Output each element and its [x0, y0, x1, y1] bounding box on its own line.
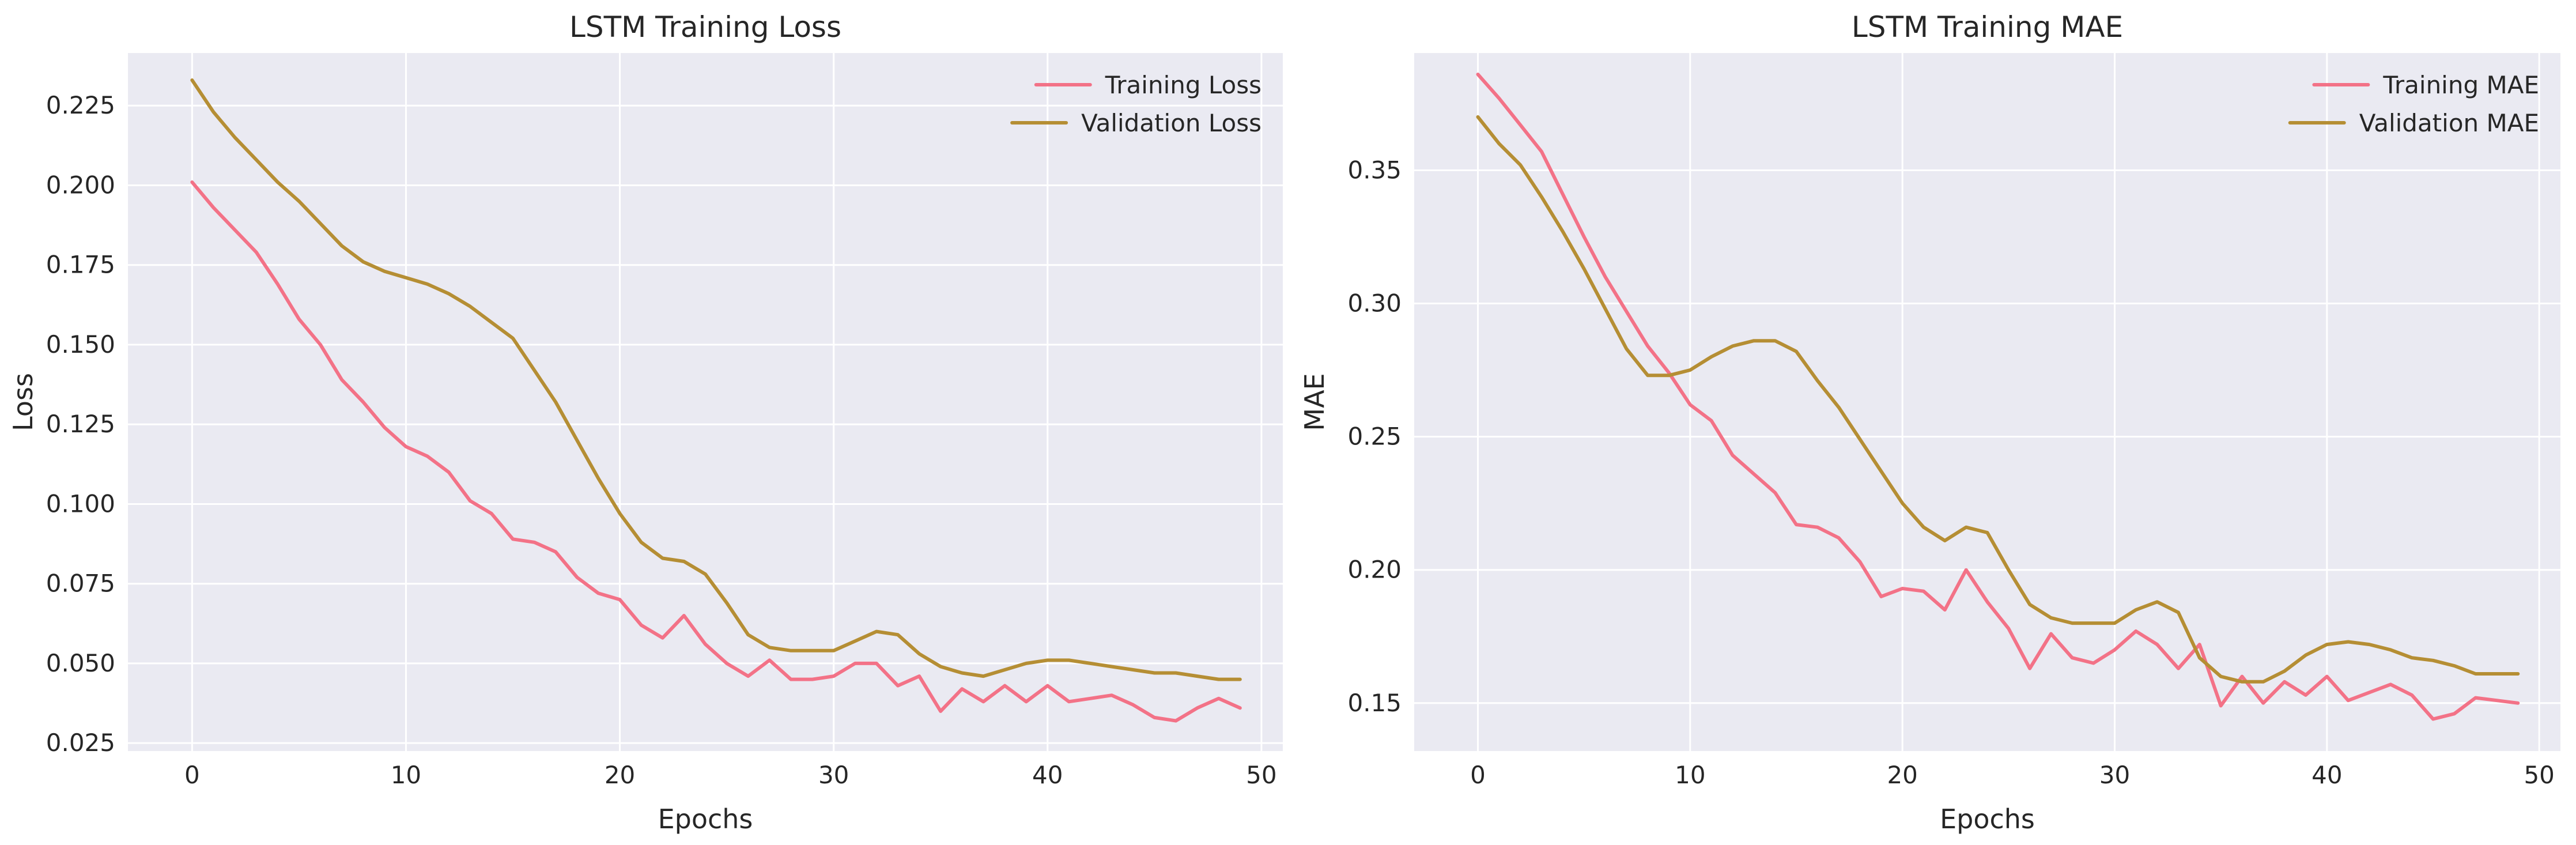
y-tick-label: 0.20 — [1347, 556, 1402, 584]
y-axis-label: MAE — [1299, 373, 1330, 431]
y-tick-label: 0.30 — [1347, 289, 1402, 317]
x-axis-label: Epochs — [1940, 803, 2035, 835]
x-axis-label: Epochs — [658, 803, 753, 835]
x-tick-label: 40 — [2311, 761, 2342, 789]
y-tick-label: 0.050 — [46, 649, 115, 677]
y-tick-label: 0.15 — [1347, 689, 1402, 717]
y-tick-label: 0.150 — [46, 330, 115, 359]
x-tick-label: 0 — [1470, 761, 1486, 789]
legend-label: Validation Loss — [1081, 109, 1261, 137]
x-tick-label: 10 — [391, 761, 421, 789]
x-tick-label: 20 — [1887, 761, 1917, 789]
x-tick-label: 20 — [605, 761, 635, 789]
legend: Training MAE Validation MAE — [2288, 71, 2539, 137]
x-tick-label: 30 — [818, 761, 849, 789]
y-tick-label: 0.200 — [46, 171, 115, 199]
x-tick-label: 10 — [1675, 761, 1705, 789]
y-tick-label: 0.25 — [1347, 423, 1402, 451]
series-line-training-mae — [1476, 73, 2520, 721]
y-axis-label: Loss — [7, 373, 39, 431]
y-tick-label: 0.225 — [46, 91, 115, 119]
y-tick-label: 0.075 — [46, 569, 115, 598]
series-line-validation-loss — [190, 78, 1242, 681]
x-tick-label: 50 — [2524, 761, 2554, 789]
legend-label: Validation MAE — [2359, 109, 2539, 137]
plot-area — [1414, 53, 2560, 751]
x-tick-label: 40 — [1032, 761, 1063, 789]
x-tick-label: 30 — [2099, 761, 2130, 789]
x-tick-label: 50 — [1246, 761, 1276, 789]
legend: Training Loss Validation Loss — [1010, 71, 1261, 137]
y-tick-label: 0.175 — [46, 251, 115, 279]
series-line-validation-mae — [1476, 115, 2520, 684]
y-tick-label: 0.35 — [1347, 156, 1402, 184]
x-tick-label: 0 — [184, 761, 200, 789]
legend-label: Training Loss — [1105, 71, 1261, 99]
series-line-training-loss — [190, 180, 1242, 723]
plot-area — [128, 53, 1283, 751]
legend-label: Training MAE — [2382, 71, 2539, 99]
chart-title: LSTM Training MAE — [1852, 10, 2123, 44]
chart-panel-2: 0 10 20 30 40 50 0.15 0.20 0.25 0.30 0.35 LSTM Trai… — [1299, 10, 2560, 835]
chart-title: LSTM Training Loss — [569, 10, 841, 44]
y-tick-label: 0.025 — [46, 729, 115, 757]
y-tick-label: 0.100 — [46, 489, 115, 518]
y-tick-label: 0.125 — [46, 410, 115, 438]
chart-panel-1: 0 10 20 30 40 50 0.025 0.050 0.075 0.100 0.125 0.15… — [7, 10, 1283, 835]
